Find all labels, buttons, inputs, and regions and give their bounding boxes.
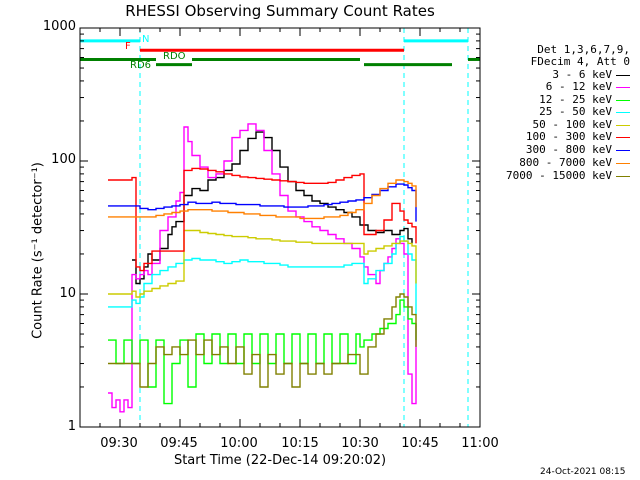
legend-swatch xyxy=(616,74,630,76)
series-line-50-100kev xyxy=(108,229,417,298)
x-tick-label: 09:30 xyxy=(100,436,138,451)
x-tick-label: 10:30 xyxy=(341,436,379,451)
legend-item: 6 - 12 keV xyxy=(484,81,630,93)
legend-label: 50 - 100 keV xyxy=(532,118,612,131)
legend-label: 300 - 800 keV xyxy=(525,143,612,156)
legend-item: 50 - 100 keV xyxy=(484,119,630,131)
annotation-f: F xyxy=(125,41,131,52)
legend-swatch xyxy=(616,149,630,151)
y-tick-label: 1000 xyxy=(42,19,76,34)
x-tick-label: 11:00 xyxy=(461,436,499,451)
annotation-n: N xyxy=(142,34,150,45)
legend-swatch xyxy=(616,99,630,101)
legend-swatch xyxy=(616,86,630,88)
legend-swatch xyxy=(616,136,630,138)
legend-item: 7000 - 15000 keV xyxy=(484,170,630,182)
chart-title: RHESSI Observing Summary Count Rates xyxy=(125,2,435,20)
legend-item: 800 - 7000 keV xyxy=(484,157,630,169)
x-tick-label: 10:00 xyxy=(220,436,258,451)
legend-label: 25 - 50 keV xyxy=(539,105,612,118)
legend-label: 12 - 25 keV xyxy=(539,93,612,106)
x-tick-label: 10:45 xyxy=(401,436,439,451)
series-line-12-25kev xyxy=(108,299,417,405)
legend-label: 6 - 12 keV xyxy=(545,80,612,93)
legend-swatch xyxy=(616,162,630,164)
legend-swatch xyxy=(616,124,630,126)
legend-item: 3 - 6 keV xyxy=(484,69,630,81)
series-line-6-12kev xyxy=(108,123,417,413)
x-axis-label: Start Time (22-Dec-14 09:20:02) xyxy=(173,453,387,468)
legend-item: 100 - 300 keV xyxy=(484,131,630,143)
series-line-800-7000kev xyxy=(108,179,417,220)
legend-label: 800 - 7000 keV xyxy=(519,156,612,169)
legend-swatch xyxy=(616,175,630,177)
legend-item: 25 - 50 keV xyxy=(484,106,630,118)
annotation-rdo: RDO xyxy=(163,51,186,62)
timestamp: 24-Oct-2021 08:15 xyxy=(540,467,626,477)
series-line-25-50kev xyxy=(108,235,417,315)
legend-header: FDecim 4, Att 0 xyxy=(530,55,630,68)
series-line-300-800kev xyxy=(108,183,417,222)
legend-label: 3 - 6 keV xyxy=(552,68,612,81)
legend-label: 7000 - 15000 keV xyxy=(506,169,612,182)
annotation-rd6: RD6 xyxy=(130,60,152,71)
legend-item: 12 - 25 keV xyxy=(484,94,630,106)
y-axis-label: Count Rate (s⁻¹ detector⁻¹) xyxy=(30,162,46,339)
legend-header: Det 1,3,6,7,9, xyxy=(537,43,630,56)
x-tick-label: 10:15 xyxy=(281,436,319,451)
legend-label: 100 - 300 keV xyxy=(525,130,612,143)
x-tick-label: 09:45 xyxy=(160,436,198,451)
series-line-100-300kev xyxy=(108,167,417,272)
y-tick-label: 10 xyxy=(59,286,76,301)
legend-swatch xyxy=(616,111,630,113)
series-line-7000-15000kev xyxy=(108,293,417,388)
y-tick-label: 1 xyxy=(67,419,76,434)
legend-item: 300 - 800 keV xyxy=(484,144,630,156)
y-tick-label: 100 xyxy=(51,152,76,167)
